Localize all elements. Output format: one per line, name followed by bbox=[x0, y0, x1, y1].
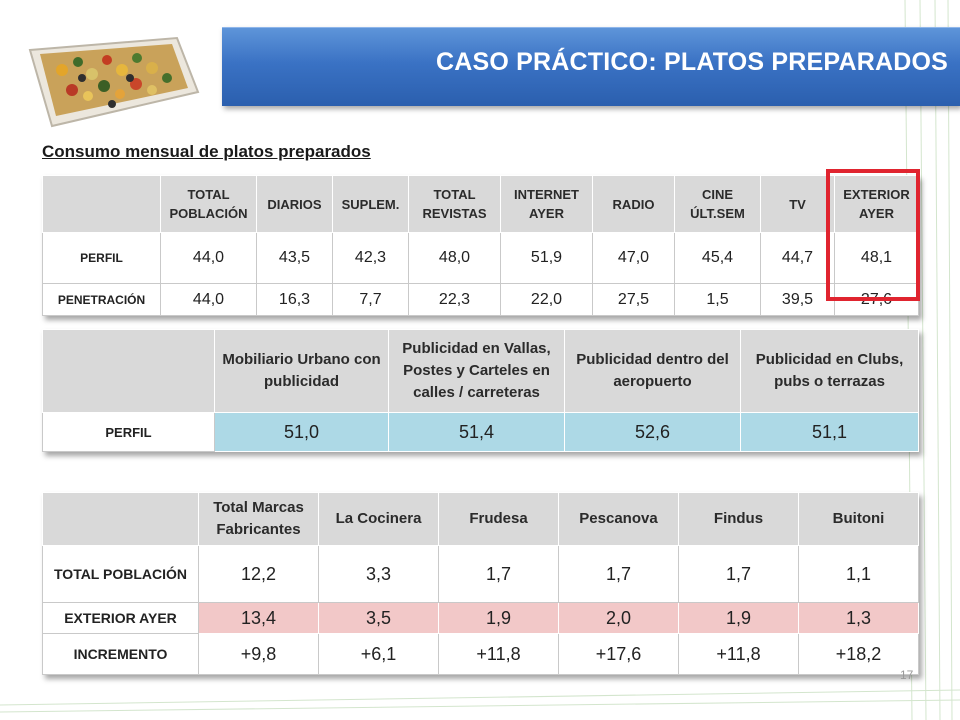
header-cell: EXTERIOR AYER bbox=[834, 175, 919, 233]
table-row: INCREMENTO +9,8 +6,1 +11,8 +17,6 +11,8 +… bbox=[42, 633, 919, 675]
table-cell: 1,5 bbox=[674, 283, 761, 316]
table-cell: 1,3 bbox=[798, 602, 919, 634]
food-tray-image bbox=[28, 36, 200, 128]
table-cell: +18,2 bbox=[798, 633, 919, 675]
table-cell: +11,8 bbox=[678, 633, 799, 675]
table-cell: 27,5 bbox=[592, 283, 675, 316]
table-cell: +6,1 bbox=[318, 633, 439, 675]
table-cell: 51,4 bbox=[388, 412, 565, 452]
table-cell: 43,5 bbox=[256, 232, 333, 284]
table-cell: 16,3 bbox=[256, 283, 333, 316]
header-cell: TOTAL REVISTAS bbox=[408, 175, 501, 233]
header-cell: CINE ÚLT.SEM bbox=[674, 175, 761, 233]
table-row: EXTERIOR AYER 13,4 3,5 1,9 2,0 1,9 1,3 bbox=[42, 602, 919, 634]
table-cell: 48,1 bbox=[834, 232, 919, 284]
table-cell: +17,6 bbox=[558, 633, 679, 675]
table-cell: 42,3 bbox=[332, 232, 409, 284]
header-corner bbox=[42, 492, 199, 546]
row-label: PENETRACIÓN bbox=[42, 283, 161, 316]
table-cell: 1,9 bbox=[438, 602, 559, 634]
header-cell: SUPLEM. bbox=[332, 175, 409, 233]
table-cell: 51,9 bbox=[500, 232, 593, 284]
header-cell: TOTAL POBLACIÓN bbox=[160, 175, 257, 233]
table-cell: 3,3 bbox=[318, 545, 439, 603]
table-cell: 1,1 bbox=[798, 545, 919, 603]
header-cell: Total Marcas Fabricantes bbox=[198, 492, 319, 546]
table-cell: 51,0 bbox=[214, 412, 389, 452]
table-cell: 13,4 bbox=[198, 602, 319, 634]
row-label: EXTERIOR AYER bbox=[42, 602, 199, 634]
brands-table: Total Marcas Fabricantes La Cocinera Fru… bbox=[42, 492, 919, 675]
header-cell: Buitoni bbox=[798, 492, 919, 546]
table-row: TOTAL POBLACIÓN 12,2 3,3 1,7 1,7 1,7 1,1 bbox=[42, 545, 919, 603]
table-cell: 48,0 bbox=[408, 232, 501, 284]
table-cell: 1,9 bbox=[678, 602, 799, 634]
header-cell: Publicidad en Vallas, Postes y Carteles … bbox=[388, 329, 565, 413]
header-cell: Mobiliario Urbano con publicidad bbox=[214, 329, 389, 413]
table-cell: 44,7 bbox=[760, 232, 835, 284]
header-cell: Frudesa bbox=[438, 492, 559, 546]
table-cell: 51,1 bbox=[740, 412, 919, 452]
outdoor-advertising-table: Mobiliario Urbano con publicidad Publici… bbox=[42, 329, 919, 452]
table-cell: +9,8 bbox=[198, 633, 319, 675]
table-cell: 52,6 bbox=[564, 412, 741, 452]
header-cell: RADIO bbox=[592, 175, 675, 233]
table-row: PENETRACIÓN 44,0 16,3 7,7 22,3 22,0 27,5… bbox=[42, 283, 919, 316]
table-cell: 2,0 bbox=[558, 602, 679, 634]
title-banner: CASO PRÁCTICO: PLATOS PREPARADOS bbox=[222, 27, 960, 106]
media-consumption-table: TOTAL POBLACIÓN DIARIOS SUPLEM. TOTAL RE… bbox=[42, 175, 919, 316]
table-cell: 22,0 bbox=[500, 283, 593, 316]
table-cell: 1,7 bbox=[558, 545, 679, 603]
row-label: INCREMENTO bbox=[42, 633, 199, 675]
header-cell: DIARIOS bbox=[256, 175, 333, 233]
row-label: PERFIL bbox=[42, 232, 161, 284]
table-cell: 44,0 bbox=[160, 232, 257, 284]
header-cell: Pescanova bbox=[558, 492, 679, 546]
table-cell: 45,4 bbox=[674, 232, 761, 284]
table-cell: 12,2 bbox=[198, 545, 319, 603]
table-cell: 3,5 bbox=[318, 602, 439, 634]
header-cell: Publicidad dentro del aeropuerto bbox=[564, 329, 741, 413]
table-header-row: TOTAL POBLACIÓN DIARIOS SUPLEM. TOTAL RE… bbox=[42, 175, 919, 233]
table-header-row: Total Marcas Fabricantes La Cocinera Fru… bbox=[42, 492, 919, 546]
exterior-column-highlight bbox=[826, 169, 920, 301]
header-corner bbox=[42, 329, 215, 413]
page-number: 17 bbox=[900, 668, 914, 682]
table-cell: 47,0 bbox=[592, 232, 675, 284]
table-row: PERFIL 44,0 43,5 42,3 48,0 51,9 47,0 45,… bbox=[42, 232, 919, 284]
table-cell: 22,3 bbox=[408, 283, 501, 316]
table-cell: 44,0 bbox=[160, 283, 257, 316]
table-cell: 39,5 bbox=[760, 283, 835, 316]
table-cell: +11,8 bbox=[438, 633, 559, 675]
header-cell: La Cocinera bbox=[318, 492, 439, 546]
table-cell: 1,7 bbox=[678, 545, 799, 603]
table-cell: 7,7 bbox=[332, 283, 409, 316]
slide-title: CASO PRÁCTICO: PLATOS PREPARADOS bbox=[436, 48, 948, 76]
header-corner bbox=[42, 175, 161, 233]
table-row: PERFIL 51,0 51,4 52,6 51,1 bbox=[42, 412, 919, 452]
header-cell: TV bbox=[760, 175, 835, 233]
table-header-row: Mobiliario Urbano con publicidad Publici… bbox=[42, 329, 919, 413]
slide-subtitle: Consumo mensual de platos preparados bbox=[42, 142, 371, 161]
header-cell: Publicidad en Clubs, pubs o terrazas bbox=[740, 329, 919, 413]
header-cell: INTERNET AYER bbox=[500, 175, 593, 233]
header-cell: Findus bbox=[678, 492, 799, 546]
table-cell: 1,7 bbox=[438, 545, 559, 603]
row-label: PERFIL bbox=[42, 412, 215, 452]
row-label: TOTAL POBLACIÓN bbox=[42, 545, 199, 603]
